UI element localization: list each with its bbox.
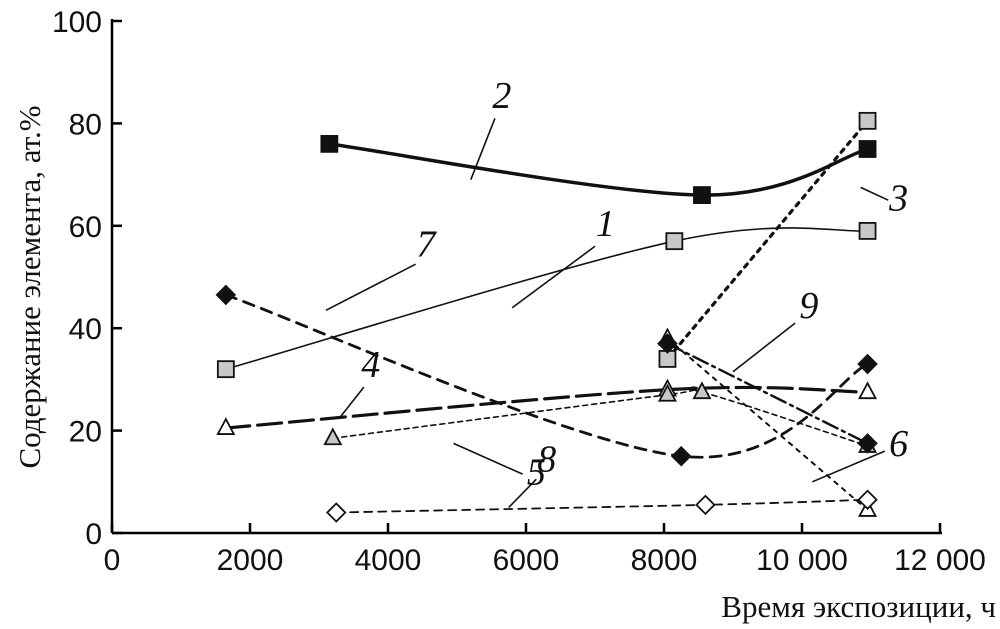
x-tick-label: 8000 — [631, 544, 698, 577]
x-tick-label: 6000 — [493, 544, 560, 577]
data-point-2 — [858, 140, 877, 158]
leader-lines — [325, 117, 889, 508]
x-tick-label: 12 000 — [894, 544, 986, 577]
curve-number-1: 1 — [596, 203, 615, 245]
curve-number-6: 6 — [889, 423, 908, 465]
curve-number-7: 7 — [416, 224, 437, 266]
leader-line-4 — [339, 386, 365, 419]
data-point-4 — [216, 417, 236, 435]
leader-line-9 — [732, 322, 796, 373]
data-point-8 — [695, 494, 716, 516]
curve-4 — [224, 385, 870, 430]
leader-line-3 — [860, 186, 889, 201]
data-point-2 — [693, 186, 711, 204]
curve-5 — [332, 386, 869, 447]
curve-1 — [225, 227, 869, 370]
x-tick-label: 2000 — [217, 544, 284, 577]
y-tick-label: 20 — [69, 416, 102, 449]
data-point-5 — [323, 427, 343, 446]
data-point-8 — [325, 502, 347, 523]
curve-7 — [224, 293, 869, 459]
data-point-1 — [858, 222, 877, 240]
leader-line-2 — [470, 117, 496, 181]
data-point-1 — [665, 232, 684, 251]
curve-number-8: 8 — [537, 439, 556, 481]
x-axis-title: Время экспозиции, ч — [721, 589, 996, 624]
data-point-7 — [670, 445, 692, 467]
markers — [215, 111, 878, 523]
curve-number-2: 2 — [492, 75, 511, 117]
curve-number-9: 9 — [799, 285, 818, 327]
x-tick-label: 0 — [104, 544, 121, 577]
leader-line-7 — [325, 263, 416, 311]
data-point-5 — [692, 381, 712, 400]
curve-labels: 1 2 3 4 5 6 7 8 9 — [361, 75, 908, 493]
data-point-7 — [857, 353, 878, 375]
leader-line-6 — [812, 450, 886, 483]
curve-number-5: 5 — [527, 451, 546, 493]
data-point-9 — [857, 433, 878, 454]
curve-6 — [666, 337, 869, 511]
data-point-1 — [216, 360, 235, 379]
y-tick-label: 100 — [52, 6, 102, 39]
curve-2 — [327, 142, 870, 197]
y-tick-label: 0 — [85, 518, 102, 551]
y-tick-label: 40 — [69, 313, 102, 346]
x-tick-label: 4000 — [355, 544, 422, 577]
data-point-2 — [320, 134, 339, 153]
y-tick-label: 80 — [69, 108, 102, 141]
y-tick-label: 60 — [69, 211, 102, 244]
leader-line-1 — [511, 245, 596, 309]
curve-3 — [665, 119, 870, 361]
curve-9 — [666, 342, 869, 445]
curve-number-4: 4 — [361, 344, 380, 386]
y-axis-title: Содержание элемента, ат.% — [12, 105, 47, 468]
curve-number-3: 3 — [888, 177, 908, 219]
leader-line-8 — [508, 478, 537, 508]
data-point-7 — [215, 284, 237, 306]
curves — [224, 119, 870, 514]
data-point-9 — [657, 333, 678, 354]
data-point-5 — [657, 383, 677, 402]
leader-line-5 — [453, 442, 523, 475]
data-point-8 — [857, 489, 878, 510]
x-tick-label: 10 000 — [756, 544, 848, 577]
data-point-3 — [858, 111, 877, 130]
ticks: 0 20 40 60 80 100 0 2000 4000 6000 8000 10 000 12 00… — [52, 6, 986, 577]
data-point-4 — [858, 381, 878, 400]
curve-8 — [335, 498, 869, 514]
